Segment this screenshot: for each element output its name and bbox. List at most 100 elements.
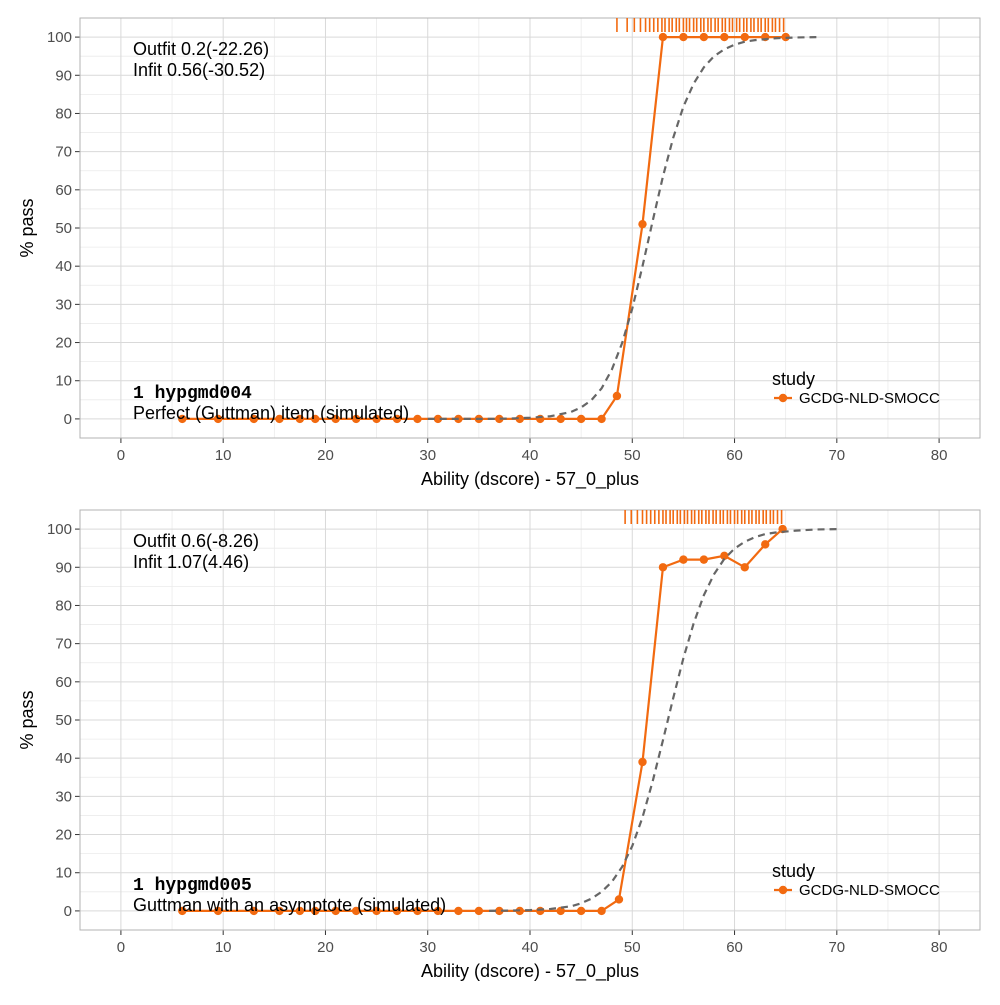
legend-entry-label: GCDG-NLD-SMOCC [799,882,940,899]
observed-point [638,219,647,229]
observed-point [311,906,320,916]
item-description-label: Guttman with an asymptote (simulated) [133,895,446,915]
observed-point [720,32,729,42]
observed-point [433,906,443,916]
observed-point [720,551,729,561]
observed-point [454,906,463,916]
observed-point [612,391,622,401]
observed-point [351,906,361,916]
x-tick-label: 40 [522,939,539,956]
observed-point [495,414,504,424]
plot-panel-1: 0 10 20 30 40 50 60 70 80 0 10 20 30 40 50 60 70 80 90 100 A… [17,17,981,490]
observed-point [331,414,340,424]
x-tick-label: 70 [828,447,845,464]
observed-point [658,32,668,42]
y-tick-label: 60 [55,182,72,199]
x-axis-title: Ability (dscore) - 57_0_plus [421,961,639,982]
y-tick-label: 20 [55,335,72,352]
y-tick-label: 20 [55,827,72,844]
panel-border [79,17,981,439]
observed-point [295,906,305,916]
y-axis-title: % pass [17,198,37,257]
observed-point [178,906,187,916]
observed-point [474,906,484,916]
observed-point [576,906,586,916]
x-tick-label: 60 [726,939,743,956]
x-tick-label: 80 [931,447,948,464]
observed-point [576,414,586,424]
infit-label: Infit 1.07(4.46) [133,552,249,572]
observed-point [249,906,259,916]
y-tick-label: 40 [55,750,72,767]
observed-point [556,414,565,424]
x-tick-label: 30 [419,447,436,464]
legend-entry-label: GCDG-NLD-SMOCC [799,390,940,407]
observed-point [413,906,422,916]
observed-point [178,414,187,424]
x-tick-label: 60 [726,447,743,464]
y-tick-label: 80 [55,597,72,614]
observed-point [295,414,305,424]
y-tick-label: 70 [55,636,72,653]
observed-point [536,906,545,916]
infit-label: Infit 0.56(-30.52) [133,60,265,80]
observed-point [597,906,606,916]
x-tick-label: 40 [522,447,539,464]
x-tick-label: 30 [419,939,436,956]
x-tick-label: 80 [931,939,948,956]
observed-point [638,757,647,767]
observed-point [275,414,284,424]
x-tick-label: 20 [317,939,334,956]
observed-point [392,414,402,424]
y-tick-label: 30 [55,788,72,805]
observed-point [213,414,223,424]
observed-point [679,555,688,564]
x-tick-label: 20 [317,447,334,464]
x-tick-label: 50 [624,447,641,464]
observed-point [614,895,624,904]
y-tick-label: 90 [55,67,72,84]
legend-key-point [778,885,788,895]
y-tick-label: 10 [55,865,72,882]
observed-point [351,414,361,424]
observed-point [699,32,709,42]
legend-title: study [772,861,815,881]
panel-border [79,509,981,931]
outfit-label: Outfit 0.2(-22.26) [133,39,269,59]
item-id-label: 1 hypgmd005 [133,876,252,896]
x-tick-label: 0 [117,447,125,464]
y-tick-label: 30 [55,296,72,313]
observed-point [658,563,668,572]
y-tick-label: 40 [55,258,72,275]
y-tick-label: 100 [47,29,72,46]
observed-point [556,906,565,916]
observed-point [392,906,402,916]
observed-point [372,414,381,424]
plot-panel-2: 0 10 20 30 40 50 60 70 80 0 10 20 30 40 50 60 70 80 90 100 A… [17,509,981,982]
model-curve-line [489,527,837,913]
observed-point [495,906,504,916]
observed-point [761,540,770,549]
y-tick-label: 0 [64,903,72,920]
y-tick-label: 50 [55,712,72,729]
y-axis-title: % pass [17,690,37,749]
y-tick-label: 10 [55,373,72,390]
y-tick-label: 90 [55,559,72,576]
y-tick-label: 60 [55,674,72,691]
x-tick-label: 70 [828,939,845,956]
observed-point [515,414,524,424]
x-tick-label: 10 [215,447,232,464]
item-id-label: 1 hypgmd004 [133,384,252,404]
observed-point [249,414,259,424]
y-tick-label: 0 [64,411,72,428]
observed-point [679,32,688,42]
legend-title: study [772,369,815,389]
observed-point [275,906,284,916]
observed-point [372,906,381,916]
x-axis-title: Ability (dscore) - 57_0_plus [421,469,639,490]
observed-point [331,906,340,916]
x-tick-label: 50 [624,939,641,956]
observed-point [213,906,223,916]
